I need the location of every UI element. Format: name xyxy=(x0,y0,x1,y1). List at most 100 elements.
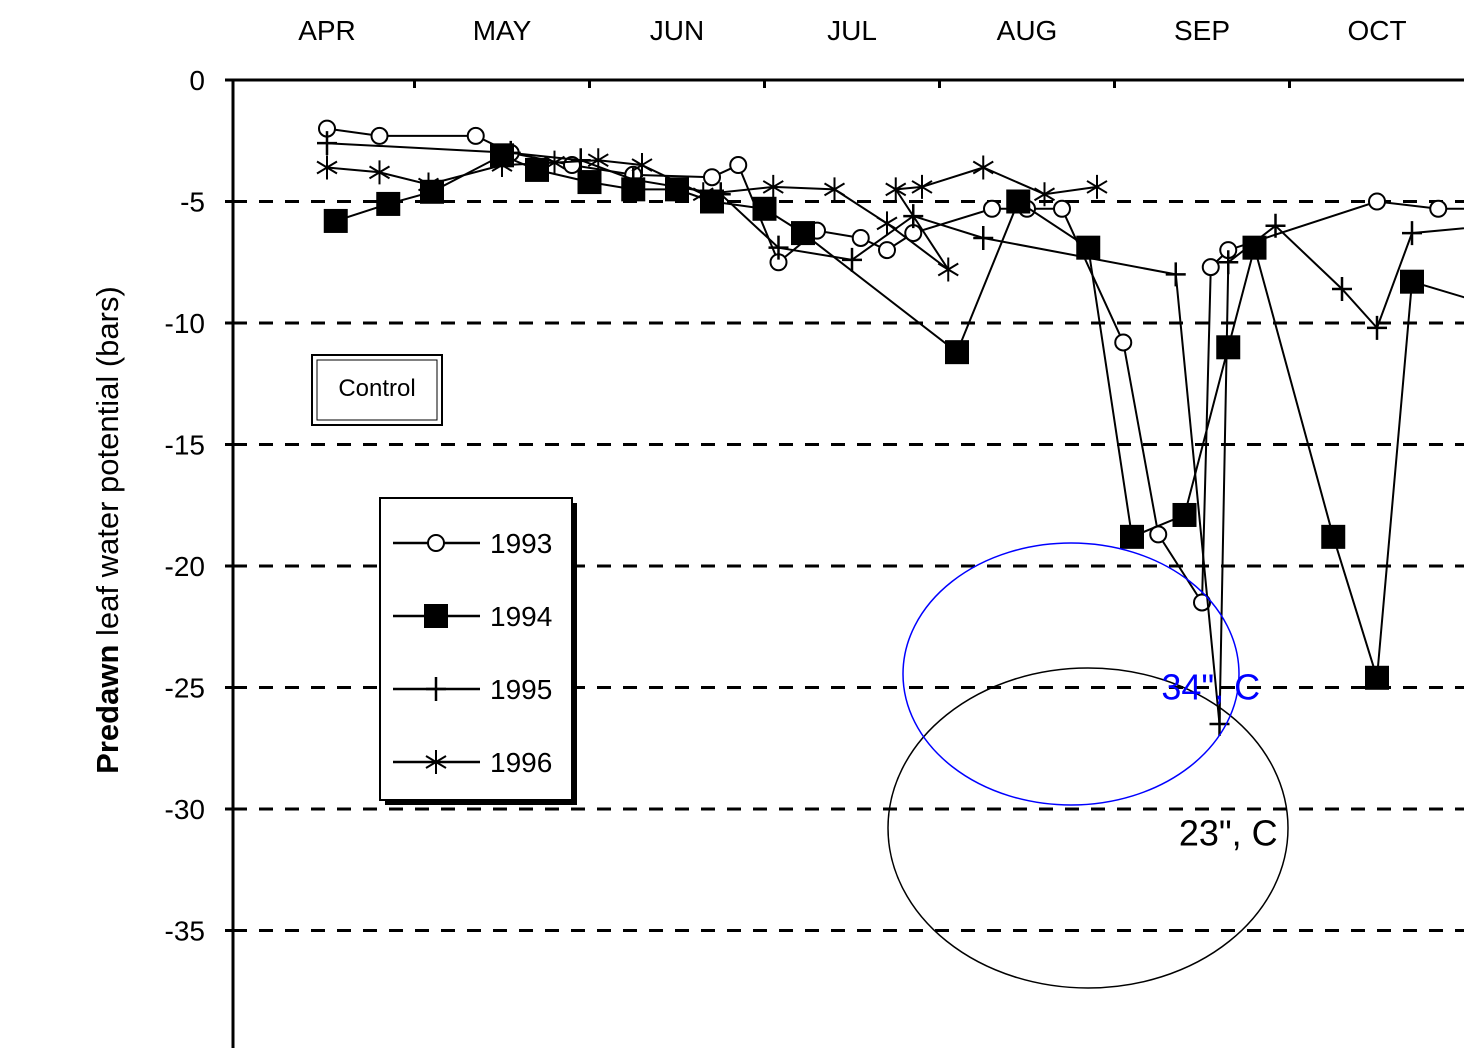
treatment-label: Control xyxy=(338,375,415,402)
point-1996-4 xyxy=(543,150,566,175)
point-1994-13 xyxy=(1076,235,1101,260)
point-1993-10 xyxy=(851,228,870,247)
point-1995-11 xyxy=(1218,250,1239,275)
y-tick-label: -35 xyxy=(165,916,205,947)
point-1994-0 xyxy=(323,208,348,233)
legend-frame xyxy=(379,497,573,801)
point-1994-5 xyxy=(577,170,602,195)
point-1996-5 xyxy=(587,148,609,173)
point-1993-7 xyxy=(729,156,748,175)
gridlines xyxy=(233,200,1464,932)
treatment-box-frame xyxy=(311,354,443,426)
legend-label-1994: 1994 xyxy=(490,601,552,632)
point-1994-17 xyxy=(1242,235,1267,260)
y-tick-label: -5 xyxy=(180,187,205,218)
axes: 0 -5 -10 -15 -20 -25 -30 -35 xyxy=(165,65,1464,1048)
point-1993-6 xyxy=(703,168,721,187)
month-label-aug: AUG xyxy=(997,15,1058,46)
y-tick-label: -25 xyxy=(165,673,205,704)
y-tick-label: -20 xyxy=(165,551,205,582)
point-1995-6 xyxy=(842,247,862,272)
month-label-may: MAY xyxy=(473,15,532,46)
point-1994-10 xyxy=(791,221,815,246)
point-1996-0 xyxy=(316,155,338,180)
month-label-oct: OCT xyxy=(1347,15,1406,46)
point-1994-14 xyxy=(1120,524,1144,549)
y-axis-title-bold: Predawn xyxy=(90,645,125,774)
point-1996-9 xyxy=(823,177,846,202)
point-1996-1 xyxy=(368,160,391,185)
point-1995-12 xyxy=(1265,213,1286,238)
point-1996-16 xyxy=(1086,174,1108,199)
y-tick-label: -15 xyxy=(165,430,205,461)
point-1995-8 xyxy=(973,225,994,250)
point-1996-3 xyxy=(491,153,513,178)
month-label-apr: APR xyxy=(298,15,356,46)
legend-label-1993: 1993 xyxy=(490,528,552,559)
series-line-1994 xyxy=(335,154,1464,679)
y-axis-title-rest: leaf water potential (bars) xyxy=(90,286,125,644)
point-1993-1 xyxy=(370,126,389,145)
point-1995-15 xyxy=(1402,221,1422,246)
point-1995-9 xyxy=(1165,262,1186,287)
annotation-ellipse-34 xyxy=(902,542,1240,806)
month-labels: APR MAY JUN JUL AUG SEP OCT xyxy=(298,15,1406,46)
point-1994-18 xyxy=(1321,524,1346,549)
point-1993-16 xyxy=(1114,333,1133,352)
month-label-jul: JUL xyxy=(827,15,877,46)
y-tick-label: 0 xyxy=(189,65,205,96)
point-1994-9 xyxy=(752,196,777,221)
point-1993-2 xyxy=(466,126,485,145)
data-series xyxy=(316,119,1464,736)
series-1996 xyxy=(316,148,1108,282)
treatment-box: Control xyxy=(311,354,443,426)
point-1993-11 xyxy=(878,241,896,260)
point-1995-14 xyxy=(1367,315,1387,340)
point-1996-13 xyxy=(911,174,933,199)
point-1994-11 xyxy=(945,340,969,365)
point-1994-19 xyxy=(1365,665,1389,690)
point-1996-8 xyxy=(762,174,784,199)
point-1996-2 xyxy=(417,172,440,197)
point-1996-10 xyxy=(876,211,898,236)
legend-label-1996: 1996 xyxy=(490,747,552,778)
point-1996-15 xyxy=(1033,182,1056,207)
point-1993-22 xyxy=(1429,199,1448,218)
point-1995-3 xyxy=(623,167,644,192)
annotation-text-1: 23", C xyxy=(1179,812,1278,853)
point-1994-4 xyxy=(525,157,549,182)
point-1994-1 xyxy=(376,191,401,216)
point-1993-15 xyxy=(1053,199,1071,218)
point-1996-7 xyxy=(692,182,714,207)
point-1993-21 xyxy=(1368,192,1386,211)
legend-marker-1995 xyxy=(426,677,446,701)
legend: 1993 1994 1995 1996 xyxy=(379,497,577,805)
point-1996-14 xyxy=(972,155,994,180)
point-1994-12 xyxy=(1006,189,1031,214)
point-1995-13 xyxy=(1332,276,1352,301)
legend-marker-1993 xyxy=(427,534,445,552)
point-1994-15 xyxy=(1172,502,1197,527)
point-1995-4 xyxy=(710,182,731,207)
point-1994-16 xyxy=(1216,335,1241,360)
y-tick-label: -10 xyxy=(165,308,205,339)
point-1996-6 xyxy=(631,153,653,178)
point-1995-0 xyxy=(317,131,337,156)
point-1993-13 xyxy=(983,199,1001,218)
y-axis-title: Predawn leaf water potential (bars) xyxy=(90,286,125,774)
month-label-sep: SEP xyxy=(1174,15,1230,46)
annotations: 34", C 23", C xyxy=(1161,667,1277,854)
legend-marker-1996 xyxy=(425,750,447,774)
point-1993-19 xyxy=(1201,258,1220,277)
annotation-ellipse-23 xyxy=(887,667,1289,989)
point-1994-20 xyxy=(1400,269,1424,294)
point-1995-5 xyxy=(768,235,789,260)
point-1993-18 xyxy=(1193,593,1211,612)
y-tick-label: -30 xyxy=(165,794,205,825)
point-1996-11 xyxy=(937,257,959,282)
treatment-box-inner xyxy=(316,359,438,421)
annotation-text-0: 34", C xyxy=(1161,667,1260,708)
legend-label-1995: 1995 xyxy=(490,674,552,705)
legend-marker-1994 xyxy=(424,604,448,628)
